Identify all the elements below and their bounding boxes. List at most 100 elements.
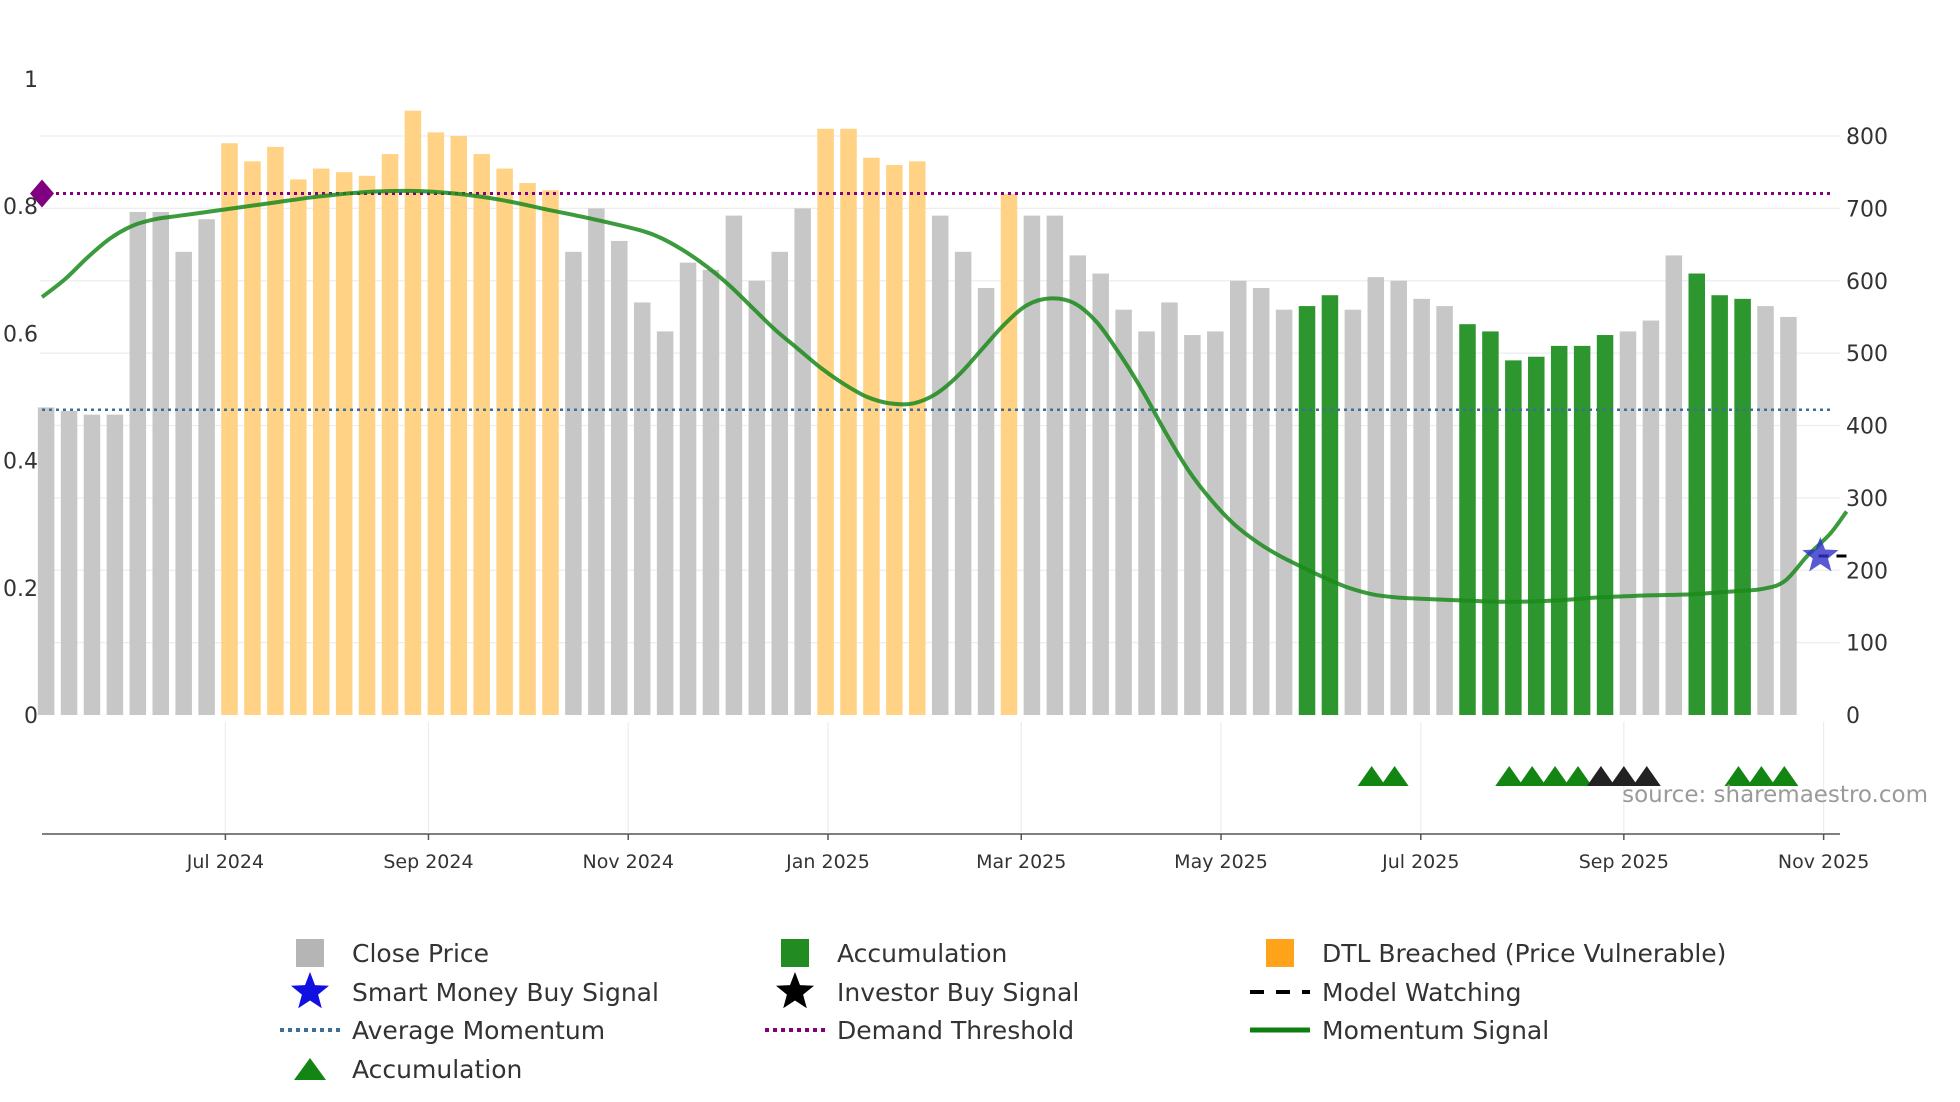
price-bar xyxy=(1596,335,1614,715)
price-bar xyxy=(1459,324,1476,715)
price-bar xyxy=(129,211,147,715)
price-bar xyxy=(840,128,857,715)
left-tick-label: 0.4 xyxy=(3,450,38,475)
price-bar xyxy=(702,269,720,715)
right-tick-label: 200 xyxy=(1846,559,1888,584)
legend-triangle xyxy=(294,1058,326,1080)
price-bar xyxy=(748,280,766,715)
right-tick-label: 700 xyxy=(1846,197,1888,222)
left-tick-label: 0.8 xyxy=(3,195,38,220)
legend-label: Model Watching xyxy=(1322,978,1522,1007)
price-bar xyxy=(1000,193,1018,715)
price-bar xyxy=(404,110,422,715)
investor-triangle xyxy=(1632,766,1661,786)
signal-panel: source: sharemaestro.com xyxy=(1357,766,1928,808)
price-bar xyxy=(1550,345,1568,715)
legend-square xyxy=(1266,939,1294,967)
price-bar xyxy=(1344,309,1362,715)
accumulation-triangle xyxy=(1357,766,1386,786)
price-bar xyxy=(817,128,834,715)
legend-label: Momentum Signal xyxy=(1322,1016,1549,1045)
price-bar xyxy=(1734,298,1751,715)
price-bar xyxy=(1780,316,1797,715)
price-bar xyxy=(1115,309,1132,715)
x-tick-label: Nov 2024 xyxy=(582,851,673,873)
price-bar xyxy=(1688,273,1706,715)
momentum-signal-group xyxy=(40,188,1849,604)
price-bar xyxy=(1390,280,1407,715)
legend-star xyxy=(291,972,329,1009)
price-bar xyxy=(954,251,972,716)
price-bar xyxy=(267,146,284,715)
right-tick-label: 800 xyxy=(1846,125,1888,150)
price-bar xyxy=(1528,356,1545,715)
price-bar xyxy=(863,157,880,715)
price-bar xyxy=(886,164,903,715)
x-tick-label: Nov 2025 xyxy=(1778,851,1869,873)
price-bar xyxy=(542,190,559,715)
x-tick-label: Jul 2025 xyxy=(1381,851,1459,873)
demand-threshold-diamond xyxy=(30,179,54,208)
price-bar xyxy=(152,211,170,715)
price-bar xyxy=(1505,360,1522,715)
x-tick-label: Jul 2024 xyxy=(186,851,264,873)
price-bar xyxy=(1573,345,1591,715)
accumulation-triangle xyxy=(1563,766,1592,786)
price-bar xyxy=(1619,331,1637,715)
price-bar xyxy=(427,132,445,716)
legend-label: Accumulation xyxy=(352,1055,522,1084)
price-bar xyxy=(1229,280,1247,715)
left-tick-label: 0 xyxy=(24,704,38,729)
price-bar xyxy=(519,183,536,715)
price-bar xyxy=(1367,277,1385,715)
legend-label: Smart Money Buy Signal xyxy=(352,978,659,1007)
price-bar xyxy=(565,251,582,716)
accumulation-triangle xyxy=(1518,766,1547,786)
right-tick-label: 300 xyxy=(1846,487,1888,512)
price-bar xyxy=(1711,295,1728,715)
momentum-signal-line xyxy=(40,188,1849,604)
signal-markers xyxy=(30,179,1847,572)
price-bar xyxy=(1321,295,1339,715)
price-bar xyxy=(358,175,376,715)
accumulation-triangle xyxy=(1541,766,1570,786)
x-tick-label: Sep 2024 xyxy=(383,851,473,873)
left-tick-label: 1 xyxy=(24,68,38,93)
price-bar xyxy=(1252,287,1270,715)
price-bar xyxy=(1482,331,1499,715)
price-bar xyxy=(1023,215,1041,716)
price-bar xyxy=(771,251,788,716)
right-tick-label: 100 xyxy=(1846,632,1888,657)
price-bar xyxy=(931,215,949,716)
price-bar xyxy=(1161,302,1178,715)
price-bar xyxy=(221,143,238,716)
price-bar xyxy=(977,287,995,715)
left-tick-label: 0.2 xyxy=(3,577,38,602)
price-bar xyxy=(290,179,307,716)
price-bar xyxy=(1757,306,1774,715)
price-bar xyxy=(1642,320,1660,715)
price-bar xyxy=(312,168,330,716)
price-bar xyxy=(60,411,78,715)
price-bar xyxy=(1436,306,1453,715)
price-bar xyxy=(1207,331,1224,715)
close-price-bars xyxy=(37,110,1797,716)
reference-lines xyxy=(42,191,1832,411)
price-bar xyxy=(106,414,124,715)
legend-square xyxy=(296,939,324,967)
price-bar xyxy=(244,161,261,716)
price-bar xyxy=(381,154,399,715)
price-bar xyxy=(1069,255,1087,715)
left-tick-label: 0.6 xyxy=(3,322,38,347)
price-bar xyxy=(725,215,743,716)
legend-label: Close Price xyxy=(352,939,489,968)
investor-triangle xyxy=(1586,766,1615,786)
price-bar xyxy=(909,161,926,716)
price-bar xyxy=(1046,215,1064,716)
accumulation-triangle xyxy=(1380,766,1409,786)
price-bar xyxy=(656,331,674,715)
price-bar xyxy=(496,168,513,716)
legend-label: Accumulation xyxy=(837,939,1007,968)
x-tick-label: Mar 2025 xyxy=(976,851,1066,873)
